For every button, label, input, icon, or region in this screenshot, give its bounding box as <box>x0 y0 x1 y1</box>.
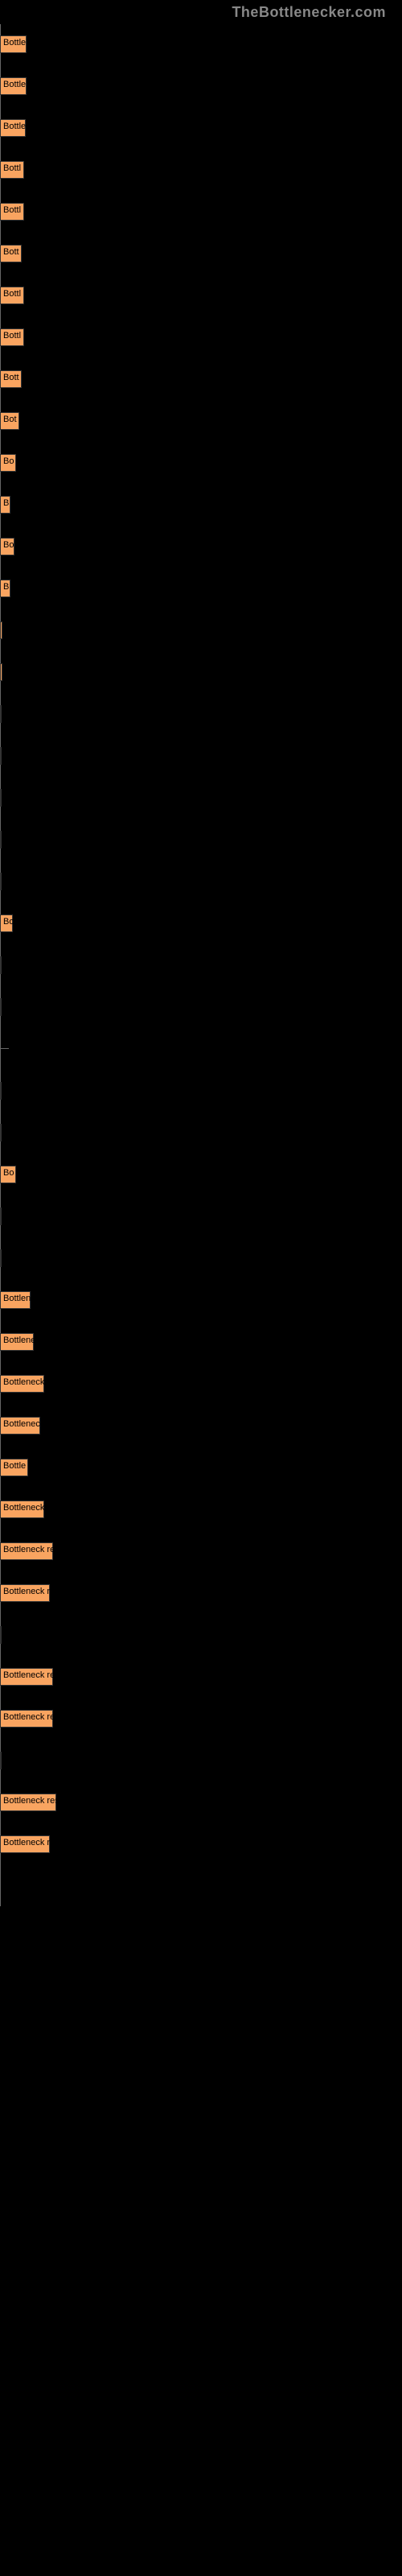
bar-row: Bottleneck re <box>0 1657 402 1697</box>
bar-label: Bottl <box>3 289 26 299</box>
bar-row <box>0 610 402 650</box>
bar-row: B <box>0 485 402 525</box>
bar-row: Bott <box>0 233 402 274</box>
bar-label: Bott <box>3 373 23 382</box>
bar-row: Bottle <box>0 1447 402 1488</box>
bar-chart: Bottle Bottle Bottle Bottl Bottl Bott Bottl Bot… <box>0 0 402 1882</box>
bar-label: Bottlenec <box>3 1419 42 1429</box>
bar-label: Bo <box>3 456 18 466</box>
thin-line <box>0 1048 9 1049</box>
bar-label: Bottleneck <box>3 1377 46 1387</box>
bar-row <box>0 778 402 818</box>
bar-row: Bottle <box>0 24 402 64</box>
bar-label: Bottle <box>3 122 27 131</box>
bar-row <box>0 987 402 1027</box>
bar-label: Bottlen <box>3 1294 32 1303</box>
bar-label: Bottleneck r <box>3 1838 51 1847</box>
bar-row <box>0 1113 402 1153</box>
bar-label: Bo <box>3 540 16 550</box>
bar-row: Bot <box>0 401 402 441</box>
bar-row <box>0 1615 402 1655</box>
bar <box>0 873 2 890</box>
bar-label: B <box>3 498 12 508</box>
bar <box>0 1124 2 1141</box>
bar-row: Bottleneck re <box>0 1531 402 1571</box>
bar <box>0 1249 2 1267</box>
bar-label: Bot <box>3 415 21 424</box>
bar-row: Bo <box>0 526 402 567</box>
bar-row: Bottl <box>0 150 402 190</box>
bar-row <box>0 1196 402 1236</box>
bar-label: Bott <box>3 247 23 257</box>
bar <box>0 789 2 807</box>
bar-row: Bottleneck r <box>0 1824 402 1864</box>
bar-row: Bottleneck r <box>0 1573 402 1613</box>
bar-row: Bo <box>0 443 402 483</box>
bar-label: Bottleneck <box>3 1503 46 1513</box>
bar-label: Bottleneck re <box>3 1670 55 1680</box>
bar-row: Bottle <box>0 66 402 106</box>
bar-row <box>0 736 402 776</box>
bar-row <box>0 819 402 860</box>
bar-row: Bo <box>0 1154 402 1195</box>
bar <box>0 621 2 639</box>
bar-row: Bottle <box>0 108 402 148</box>
bar-row <box>0 694 402 734</box>
bars-container: Bottle Bottle Bottle Bottl Bottl Bott Bottl Bot… <box>0 24 402 1864</box>
bar-row <box>0 1238 402 1278</box>
bar-row <box>0 1071 402 1111</box>
bar-row <box>0 945 402 985</box>
bar <box>0 831 2 848</box>
bar <box>0 663 2 681</box>
bar-row: Bottlenec <box>0 1406 402 1446</box>
bar-label: Bottle <box>3 80 28 89</box>
bar-label: Bottle <box>3 38 28 47</box>
bar-row: Bottlen <box>0 1280 402 1320</box>
bar-label: Bottlene <box>3 1335 35 1345</box>
bar-row: B <box>0 568 402 609</box>
bar-label: Bottl <box>3 331 26 341</box>
bar-row: Bottleneck re <box>0 1699 402 1739</box>
bar-label: Bottl <box>3 163 26 173</box>
bar-row <box>0 1740 402 1781</box>
bar <box>0 1082 2 1100</box>
bar-label: Bo <box>3 1168 18 1178</box>
bar-label: Bottle <box>3 1461 30 1471</box>
bar-row: Bottl <box>0 192 402 232</box>
bar-label: B <box>3 582 12 592</box>
bar <box>0 705 2 723</box>
bar-row: Bottl <box>0 317 402 357</box>
bar-row: Bottleneck <box>0 1364 402 1404</box>
bar-label: Bottleneck res <box>3 1796 58 1806</box>
bar <box>0 998 2 1016</box>
bar <box>0 1626 2 1644</box>
bar <box>0 956 2 974</box>
bar-label: Bo <box>3 917 14 927</box>
bar-row <box>0 1029 402 1069</box>
bar-label: Bottleneck re <box>3 1545 55 1554</box>
bar-row: Bo <box>0 903 402 943</box>
bar-label: Bottleneck r <box>3 1587 51 1596</box>
bar-row: Bottleneck res <box>0 1782 402 1823</box>
bar-row <box>0 652 402 692</box>
bar <box>0 1208 2 1225</box>
bar-row: Bottleneck <box>0 1489 402 1530</box>
bar-label: Bottl <box>3 205 26 215</box>
bar-row <box>0 861 402 902</box>
bar <box>0 747 2 765</box>
bar-row: Bottl <box>0 275 402 316</box>
bar <box>0 1752 2 1769</box>
bar-row: Bott <box>0 359 402 399</box>
bar-label: Bottleneck re <box>3 1712 55 1722</box>
bar-row: Bottlene <box>0 1322 402 1362</box>
